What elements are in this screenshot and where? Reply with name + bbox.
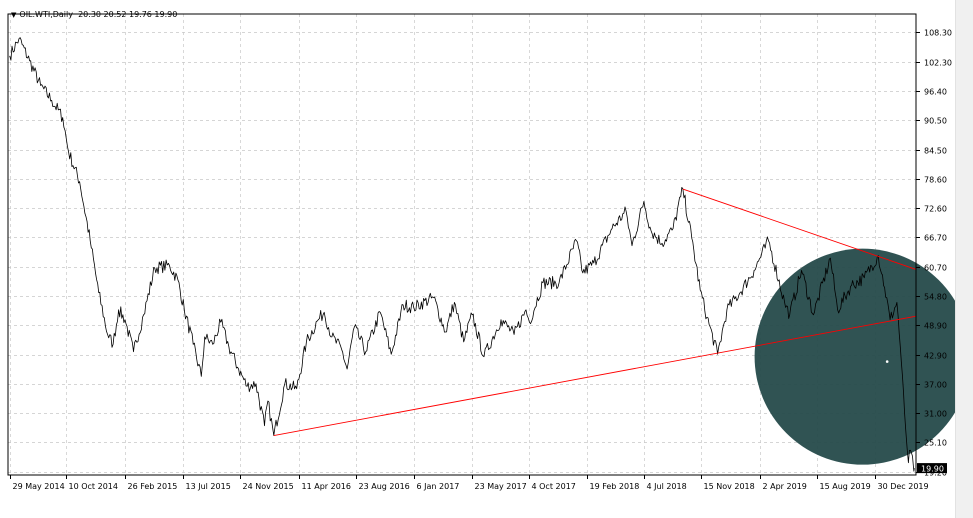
- y-tick-label: 54.80: [924, 293, 947, 302]
- x-tick-label: 13 Jul 2015: [186, 482, 231, 491]
- y-tick-label: 48.90: [924, 322, 947, 331]
- trend-lines[interactable]: [273, 188, 917, 436]
- x-tick-label: 23 May 2017: [475, 482, 527, 491]
- y-tick-label: 25.10: [924, 439, 947, 448]
- triangle-down-icon[interactable]: ▼: [11, 11, 17, 19]
- series-layer: [9, 37, 915, 472]
- highlight-circle: [754, 248, 971, 465]
- x-tick-label: 2 Apr 2019: [763, 482, 807, 491]
- last-price-label: 19.90: [921, 465, 944, 474]
- trend-line-1[interactable]: [273, 315, 917, 436]
- trend-line-2[interactable]: [682, 188, 917, 270]
- y-tick-label: 72.60: [924, 205, 947, 214]
- x-tick-label: 11 Apr 2016: [302, 482, 351, 491]
- y-tick-label: 108.30: [924, 29, 952, 38]
- x-tick-label: 15 Aug 2019: [820, 482, 871, 491]
- y-tick-label: 60.70: [924, 264, 947, 273]
- x-tick-label: 15 Nov 2018: [704, 482, 755, 491]
- x-tick-label: 19 Feb 2018: [590, 482, 640, 491]
- x-tick-label: 6 Jan 2017: [417, 482, 460, 491]
- x-tick-label: 26 Feb 2015: [128, 482, 178, 491]
- highlight-layer: [754, 248, 971, 465]
- x-tick-label: 10 Oct 2014: [69, 482, 118, 491]
- y-tick-label: 66.70: [924, 234, 947, 243]
- y-tick-label: 102.30: [924, 59, 952, 68]
- y-tick-label: 90.50: [924, 117, 947, 126]
- y-tick-label: 37.00: [924, 381, 947, 390]
- y-tick-label: 96.40: [924, 88, 947, 97]
- highlight-dot: [885, 360, 889, 363]
- y-tick-label: 42.90: [924, 352, 947, 361]
- x-tick-label: 23 Aug 2016: [359, 482, 410, 491]
- y-tick-label: 78.60: [924, 176, 947, 185]
- price-line: [9, 37, 915, 472]
- axes: 108.30 102.30 96.40 90.50 84.50 78.60 72.60 66.…: [7, 13, 952, 491]
- grid-lines: [8, 14, 916, 475]
- y-tick-label: 31.00: [924, 410, 947, 419]
- y-tick-label: 84.50: [924, 147, 947, 156]
- last-price-box: [917, 463, 947, 474]
- x-tick-label: 4 Oct 2017: [532, 482, 576, 491]
- x-tick-label: 30 Dec 2019: [878, 482, 929, 491]
- x-tick-label: 24 Nov 2015: [243, 482, 294, 491]
- x-tick-label: 29 May 2014: [13, 482, 65, 491]
- vertical-scrollbar[interactable]: [955, 0, 973, 518]
- x-tick-label: 4 Jul 2018: [647, 482, 687, 491]
- plot-frame: [7, 13, 917, 476]
